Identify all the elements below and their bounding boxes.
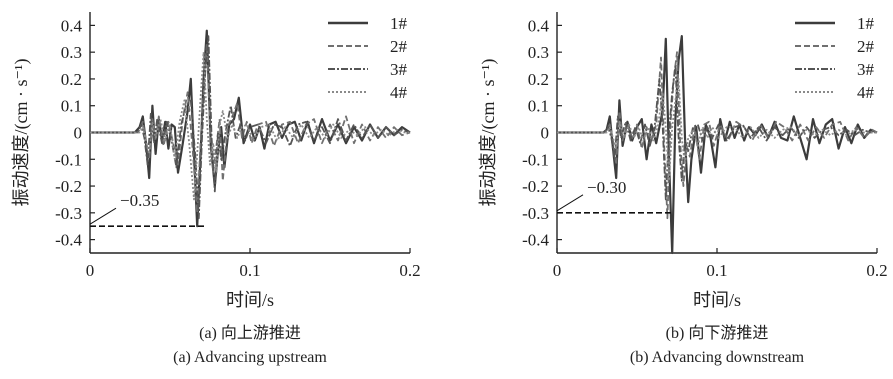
caption-cn: (a) 向上游推进 [199, 324, 301, 342]
legend-label: 4# [857, 83, 875, 102]
y-tick-label: 0.3 [61, 43, 82, 62]
caption-cn: (b) 向下游推进 [666, 324, 769, 342]
x-axis-label: 时间/s [693, 290, 741, 310]
y-tick-label: -0.3 [55, 204, 82, 223]
y-tick-label: -0.1 [55, 150, 82, 169]
y-tick-label: 0.1 [528, 97, 549, 116]
legend-label: 4# [390, 83, 408, 102]
legend-label: 3# [857, 60, 875, 79]
y-tick-label: 0 [541, 124, 550, 143]
legend-label: 1# [857, 14, 875, 33]
chart-panel-b: 0.40.30.20.10-0.1-0.2-0.3-0.40 0.1 0.21#2#… [478, 12, 888, 366]
annotation-leader [90, 208, 116, 224]
caption-en: (a) Advancing upstream [173, 349, 327, 366]
x-tick-label: 0.2 [866, 261, 887, 280]
y-axis-label: 振动速度/(cm · s⁻¹) [11, 59, 32, 207]
annotation-label: −0.30 [587, 178, 626, 197]
y-tick-label: 0.4 [61, 16, 83, 35]
y-tick-label: 0.1 [61, 97, 82, 116]
y-tick-label: 0.3 [528, 43, 549, 62]
chart-panel-a: 0.40.30.20.10-0.1-0.2-0.3-0.40 0.1 0.21#2#… [11, 12, 421, 366]
legend-label: 2# [857, 37, 875, 56]
annotation-leader [557, 195, 583, 211]
legend-label: 1# [390, 14, 408, 33]
y-tick-label: -0.4 [55, 231, 82, 250]
y-tick-label: -0.3 [522, 204, 549, 223]
y-tick-label: 0.4 [528, 16, 550, 35]
y-tick-label: -0.2 [522, 177, 549, 196]
y-tick-label: 0.2 [528, 70, 549, 89]
x-tick-label: 0.1 [706, 261, 727, 280]
series-line-1 [557, 36, 877, 253]
y-tick-label: -0.4 [522, 231, 549, 250]
annotation-label: −0.35 [120, 191, 159, 210]
x-tick-label: 0 [553, 261, 562, 280]
y-tick-label: 0 [74, 124, 83, 143]
caption-en: (b) Advancing downstream [630, 349, 805, 366]
x-tick-label: 0.1 [239, 261, 260, 280]
x-tick-label: 0 [86, 261, 95, 280]
legend-label: 3# [390, 60, 408, 79]
x-tick-label: 0.2 [399, 261, 420, 280]
y-tick-label: 0.2 [61, 70, 82, 89]
y-axis-label: 振动速度/(cm · s⁻¹) [478, 59, 499, 207]
x-axis-label: 时间/s [226, 290, 274, 310]
legend-label: 2# [390, 37, 408, 56]
y-tick-label: -0.1 [522, 150, 549, 169]
y-tick-label: -0.2 [55, 177, 82, 196]
